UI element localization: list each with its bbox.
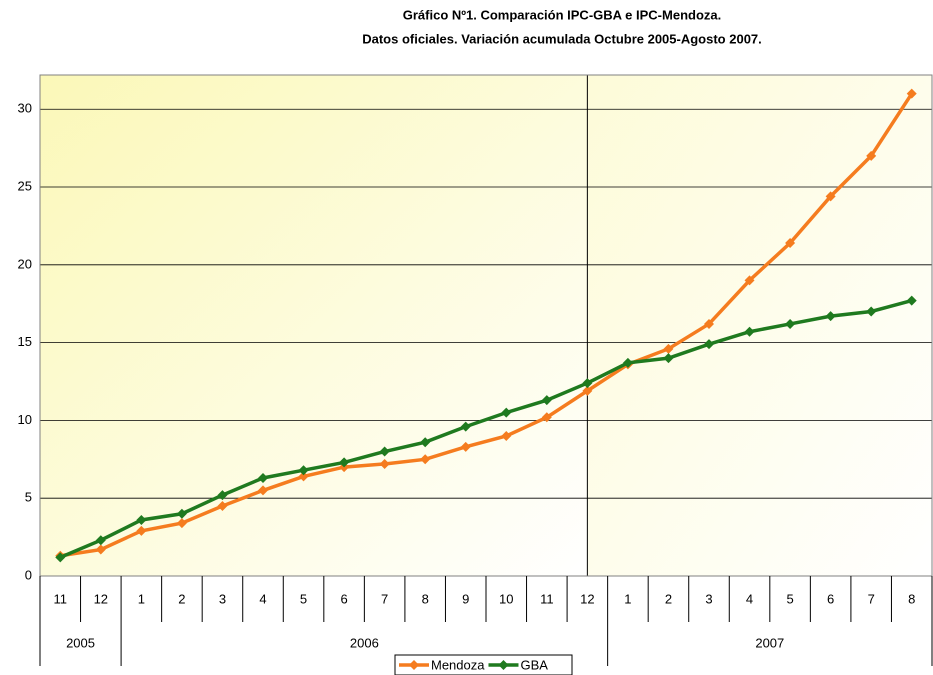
marker (906, 88, 917, 99)
marker (95, 535, 106, 546)
marker (55, 552, 66, 563)
marker (460, 421, 471, 432)
marker (582, 378, 593, 389)
marker (258, 472, 268, 483)
series-line (59, 298, 913, 559)
plot-background (587, 75, 932, 576)
marker (176, 508, 187, 519)
y-tick-label: 20 (18, 256, 32, 271)
chart-title: Gráfico Nº1. Comparación IPC-GBA e IPC-M… (403, 7, 721, 22)
marker (825, 191, 836, 202)
x-tick-label: 9 (462, 591, 469, 606)
x-tick-label: 4 (259, 591, 266, 606)
marker (217, 490, 228, 501)
chart-subtitle: Datos oficiales. Variación acumulada Oct… (362, 31, 762, 46)
plot-background (40, 75, 588, 576)
marker (379, 458, 390, 469)
y-tick-label: 5 (25, 490, 32, 505)
marker (785, 318, 796, 329)
x-tick-label: 12 (94, 591, 108, 606)
marker (541, 412, 552, 423)
x-tick-label: 4 (746, 591, 753, 606)
y-tick-label: 15 (18, 334, 32, 349)
marker (298, 471, 309, 482)
marker (420, 437, 431, 448)
x-tick-label: 8 (908, 591, 915, 606)
marker (744, 275, 755, 286)
x-tick-label: 1 (624, 591, 631, 606)
marker (339, 457, 350, 468)
legend-box (394, 654, 573, 675)
marker (744, 326, 755, 337)
x-tick-label: 2 (178, 591, 185, 606)
marker (501, 430, 512, 441)
x-tick-label: 3 (705, 591, 712, 606)
x-tick-label: 11 (54, 591, 68, 606)
marker (825, 311, 836, 322)
marker (136, 514, 147, 525)
x-tick-label: 12 (580, 591, 594, 606)
marker (176, 518, 187, 529)
marker (217, 500, 228, 511)
marker (501, 407, 512, 418)
x-tick-label: 7 (868, 591, 875, 606)
y-tick-label: 30 (18, 101, 32, 116)
marker (582, 385, 593, 396)
x-tick-label: 5 (786, 591, 793, 606)
marker (136, 525, 147, 536)
marker (663, 343, 674, 354)
x-group-label: 2007 (755, 635, 784, 650)
marker (420, 454, 431, 465)
legend-marker (409, 660, 419, 670)
marker (95, 544, 106, 555)
marker (298, 465, 309, 476)
legend-label: GBA (520, 657, 548, 672)
marker (906, 295, 917, 306)
x-tick-label: 2 (665, 591, 672, 606)
x-tick-label: 6 (827, 591, 834, 606)
series-line (60, 92, 914, 558)
marker (785, 238, 796, 249)
marker (622, 357, 633, 368)
x-group-label: 2006 (350, 635, 379, 650)
y-tick-label: 0 (25, 567, 32, 582)
x-tick-label: 6 (340, 591, 347, 606)
marker (704, 318, 714, 329)
marker (541, 395, 552, 406)
marker (866, 306, 877, 317)
x-tick-label: 11 (540, 591, 554, 606)
legend-label: Mendoza (431, 657, 485, 672)
x-tick-label: 1 (138, 591, 145, 606)
marker (866, 150, 877, 161)
legend-marker (498, 660, 509, 670)
marker (460, 441, 471, 452)
x-group-label: 2005 (66, 635, 95, 650)
x-tick-label: 10 (499, 591, 513, 606)
marker (379, 446, 390, 457)
y-tick-label: 10 (18, 412, 32, 427)
y-tick-label: 25 (18, 178, 32, 193)
marker (663, 353, 674, 364)
x-tick-label: 3 (219, 591, 226, 606)
x-tick-label: 7 (381, 591, 388, 606)
x-tick-label: 5 (300, 591, 307, 606)
marker (704, 339, 714, 350)
marker (258, 485, 268, 496)
x-tick-label: 8 (422, 591, 429, 606)
